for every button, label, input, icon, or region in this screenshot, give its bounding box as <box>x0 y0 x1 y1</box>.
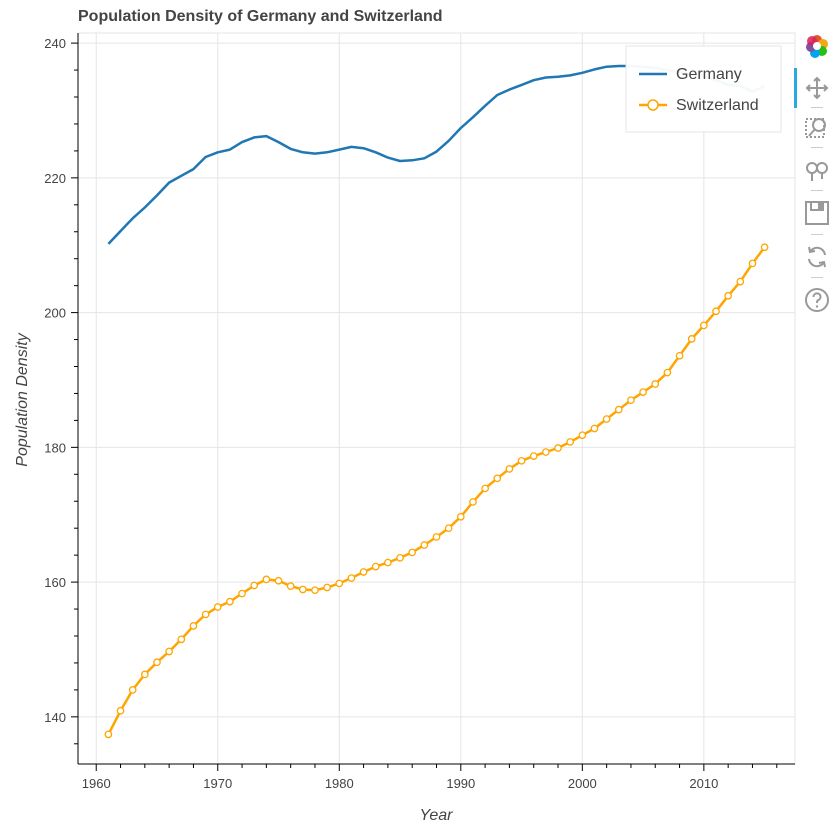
data-point-switzerland <box>250 581 259 590</box>
toolbar-separator <box>811 107 823 108</box>
data-point-switzerland <box>760 243 769 252</box>
save-icon[interactable] <box>804 200 830 226</box>
data-point-switzerland <box>177 635 186 644</box>
chart-title: Population Density of Germany and Switze… <box>78 8 443 25</box>
data-point-switzerland <box>347 574 356 582</box>
y-tick-label: 160 <box>44 575 66 590</box>
x-tick-label: 2000 <box>568 776 597 791</box>
legend-label-germany: Germany <box>676 66 742 83</box>
wheel-zoom-icon[interactable] <box>804 157 830 183</box>
data-point-switzerland <box>153 658 161 667</box>
data-point-switzerland <box>456 512 465 521</box>
data-point-switzerland <box>675 351 684 360</box>
legend: Germany Switzerland <box>625 45 782 133</box>
legend-marker-switzerland <box>647 99 659 111</box>
data-point-switzerland <box>323 583 331 592</box>
data-point-switzerland <box>700 321 708 330</box>
reset-icon[interactable] <box>804 244 830 270</box>
y-tick-label: 220 <box>44 171 66 186</box>
data-point-switzerland <box>213 603 222 611</box>
data-point-switzerland <box>517 456 526 465</box>
series-layer <box>104 64 769 739</box>
y-tick-label: 240 <box>44 36 66 51</box>
data-point-switzerland <box>396 553 404 562</box>
grid <box>78 33 795 764</box>
toolbar-separator <box>811 234 823 235</box>
data-point-switzerland <box>371 562 380 571</box>
toolbar-separator <box>811 147 823 148</box>
data-point-switzerland <box>724 291 733 300</box>
data-point-switzerland <box>262 575 271 584</box>
data-point-switzerland <box>116 706 125 715</box>
data-point-switzerland <box>663 368 672 377</box>
data-point-switzerland <box>687 335 696 343</box>
data-point-switzerland <box>578 431 587 440</box>
help-icon[interactable] <box>804 287 830 313</box>
data-point-switzerland <box>639 388 647 396</box>
x-tick-label: 1990 <box>446 776 475 791</box>
x-tick-label: 1980 <box>325 776 354 791</box>
y-tick-label: 200 <box>44 306 66 321</box>
data-point-switzerland <box>274 576 283 585</box>
y-tick-label: 140 <box>44 710 66 725</box>
data-point-switzerland <box>201 610 210 619</box>
legend-label-switzerland: Switzerland <box>676 97 759 114</box>
data-point-switzerland <box>226 597 234 606</box>
data-point-switzerland <box>286 582 295 590</box>
data-point-switzerland <box>359 568 368 576</box>
data-point-switzerland <box>651 380 660 388</box>
x-tick-label: 1970 <box>203 776 232 791</box>
data-point-switzerland <box>481 484 489 493</box>
bokeh-logo-icon[interactable] <box>804 33 830 59</box>
y-axis-label: Population Density <box>14 332 31 466</box>
data-point-switzerland <box>748 259 757 268</box>
plot-frame <box>77 32 796 765</box>
data-point-switzerland <box>542 448 550 456</box>
box-zoom-icon[interactable] <box>804 115 830 141</box>
data-point-switzerland <box>298 585 307 594</box>
data-point-switzerland <box>408 548 417 557</box>
y-tick-label: 180 <box>44 440 66 455</box>
data-point-switzerland <box>590 424 599 433</box>
x-tick-label: 2010 <box>689 776 718 791</box>
data-point-switzerland <box>165 647 173 656</box>
pan-icon[interactable] <box>804 75 830 101</box>
data-point-switzerland <box>140 670 149 679</box>
data-point-switzerland <box>311 586 319 595</box>
toolbar-separator <box>811 190 823 191</box>
axes: 1960 1970 1980 1990 2000 2010 140 160 180 200 220 2… <box>44 33 795 791</box>
active-tool-indicator <box>794 68 797 108</box>
data-point-switzerland <box>238 589 246 598</box>
x-tick-label: 1960 <box>82 776 111 791</box>
data-point-switzerland <box>189 622 198 630</box>
data-point-switzerland <box>736 277 745 286</box>
data-point-switzerland <box>614 405 623 414</box>
data-point-switzerland <box>529 452 538 460</box>
data-point-switzerland <box>602 415 611 423</box>
data-point-switzerland <box>335 579 344 588</box>
data-point-switzerland <box>712 307 720 316</box>
data-point-switzerland <box>493 474 502 483</box>
x-axis-label: Year <box>420 807 454 824</box>
data-point-switzerland <box>469 498 477 506</box>
data-point-switzerland <box>104 730 113 739</box>
series-line-switzerland <box>107 246 766 735</box>
data-point-switzerland <box>627 396 635 405</box>
data-point-switzerland <box>505 465 514 473</box>
legend-box <box>625 45 782 133</box>
data-point-switzerland <box>566 438 575 446</box>
data-point-switzerland <box>420 541 429 549</box>
toolbar-separator <box>811 277 823 278</box>
data-point-switzerland <box>128 686 137 694</box>
data-point-switzerland <box>384 558 392 567</box>
data-point-switzerland <box>432 533 441 541</box>
data-point-switzerland <box>444 524 453 533</box>
data-point-switzerland <box>554 444 562 452</box>
